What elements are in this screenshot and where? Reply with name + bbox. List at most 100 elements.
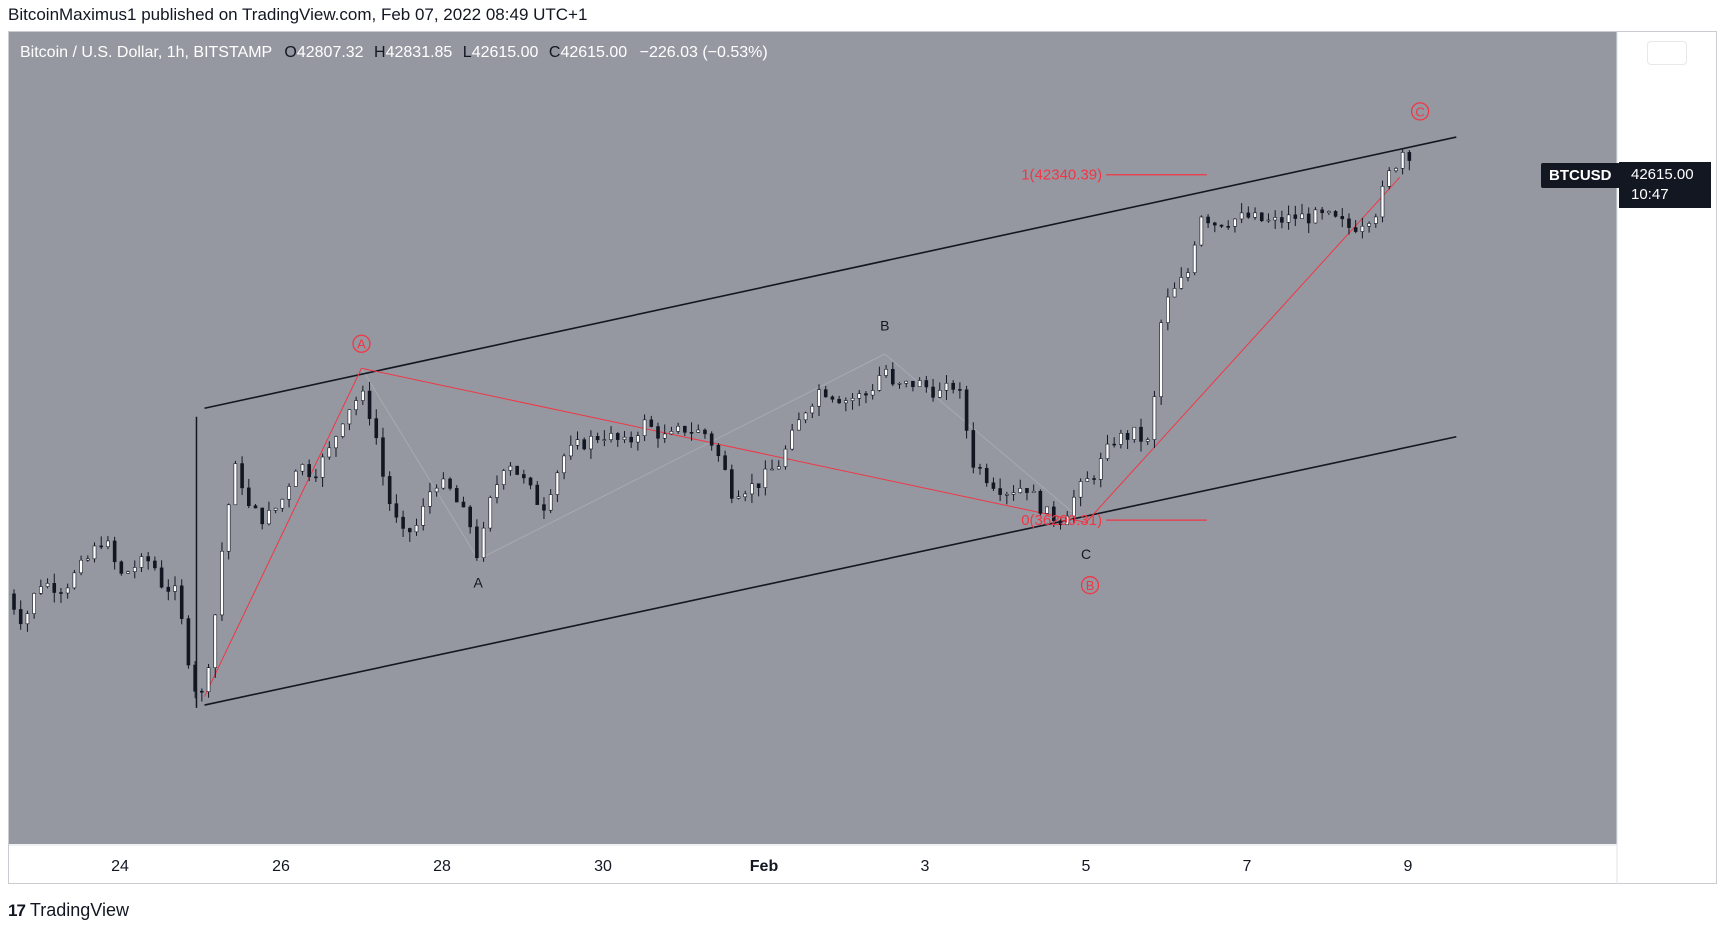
candle-body [112, 540, 117, 563]
candle [106, 536, 110, 550]
candle [716, 443, 721, 462]
candle [797, 412, 801, 431]
candle-body [1092, 478, 1096, 480]
candle-body [743, 493, 748, 498]
candle [991, 477, 996, 491]
candle-body [468, 506, 472, 528]
candle [475, 519, 479, 561]
candle [568, 435, 573, 460]
candle [407, 527, 412, 542]
candle [803, 411, 808, 424]
candle [763, 460, 768, 496]
candle [166, 579, 171, 601]
x-tick-label: 5 [1082, 858, 1091, 875]
last-price-value: 42615.00 [1631, 166, 1694, 183]
candle-body [1186, 272, 1190, 278]
candle [1387, 167, 1392, 190]
legend-title: Bitcoin / U.S. Dollar, 1h, BITSTAMP [20, 44, 272, 61]
candle-body [1219, 224, 1224, 227]
candle [1226, 220, 1231, 230]
candle [669, 426, 674, 435]
candle-body [347, 409, 352, 425]
candle [1280, 210, 1284, 229]
candle-body [273, 507, 278, 511]
candle [495, 475, 499, 504]
candle [656, 422, 660, 448]
candle [1011, 485, 1016, 501]
candle [528, 476, 533, 490]
y-tick-label: 39000.00 [1631, 357, 1694, 374]
candle-body [59, 592, 63, 594]
candle [367, 381, 372, 426]
candle-body [280, 498, 285, 509]
candle-body [750, 483, 754, 495]
candle [864, 391, 868, 404]
candle-body [776, 466, 781, 470]
candle [434, 484, 439, 497]
candle-body [340, 423, 345, 437]
candle [314, 469, 318, 483]
candle [589, 430, 593, 459]
candle-body [1098, 458, 1103, 480]
candle-body [857, 393, 862, 399]
candle [508, 462, 513, 476]
candle [1166, 288, 1170, 331]
candle [1072, 489, 1076, 524]
candle-body [1025, 488, 1029, 493]
chart-frame [8, 31, 1717, 884]
candle [247, 478, 251, 509]
plot-background [9, 32, 1617, 844]
candle [1306, 207, 1311, 234]
candle [1025, 488, 1029, 501]
candle-body [1246, 212, 1251, 218]
candle-body [475, 526, 479, 559]
candle [1119, 429, 1123, 449]
candle-body [595, 436, 600, 441]
candle [595, 432, 600, 444]
candle-body [441, 478, 446, 489]
last-price-tag: 42615.00 10:47 [1619, 162, 1711, 208]
candle [703, 428, 707, 439]
bar-countdown: 10:47 [1631, 186, 1669, 203]
candle [897, 382, 902, 389]
candle [32, 592, 36, 619]
candle-body [783, 448, 788, 467]
candle-body [72, 572, 77, 589]
candle [441, 472, 446, 490]
candle-body [803, 412, 808, 421]
candle [293, 469, 298, 487]
candle-body [421, 506, 426, 526]
candle-body [387, 476, 392, 504]
candle [1065, 510, 1070, 526]
candle [1112, 437, 1116, 448]
candle-body [615, 433, 620, 440]
candle-body [401, 516, 405, 529]
candle [240, 456, 244, 496]
candle [206, 663, 211, 698]
candle [273, 507, 278, 514]
candle-body [937, 390, 942, 398]
candle-body [890, 368, 895, 385]
candle-body [1353, 227, 1358, 232]
candle [810, 403, 815, 419]
candle-body [186, 618, 191, 666]
candle-body [361, 390, 365, 401]
symbol-legend: Bitcoin / U.S. Dollar, 1h, BITSTAMP O428… [20, 44, 768, 62]
candle-body [723, 455, 727, 470]
candle-body [864, 393, 868, 396]
candle [555, 470, 560, 503]
sub-wave-label-5: C [1081, 546, 1091, 562]
wave-label-circle-0 [352, 334, 371, 353]
candle-body [106, 540, 110, 548]
candle-body [535, 484, 540, 505]
candle-body [434, 487, 439, 493]
candle-body [1078, 481, 1083, 498]
candle-body [381, 437, 385, 477]
candle-body [978, 467, 982, 469]
candle [139, 553, 144, 572]
candle-body [1360, 225, 1365, 232]
candle [1125, 430, 1130, 450]
currency-button[interactable]: USD [1647, 41, 1687, 65]
candle-body [917, 380, 922, 388]
